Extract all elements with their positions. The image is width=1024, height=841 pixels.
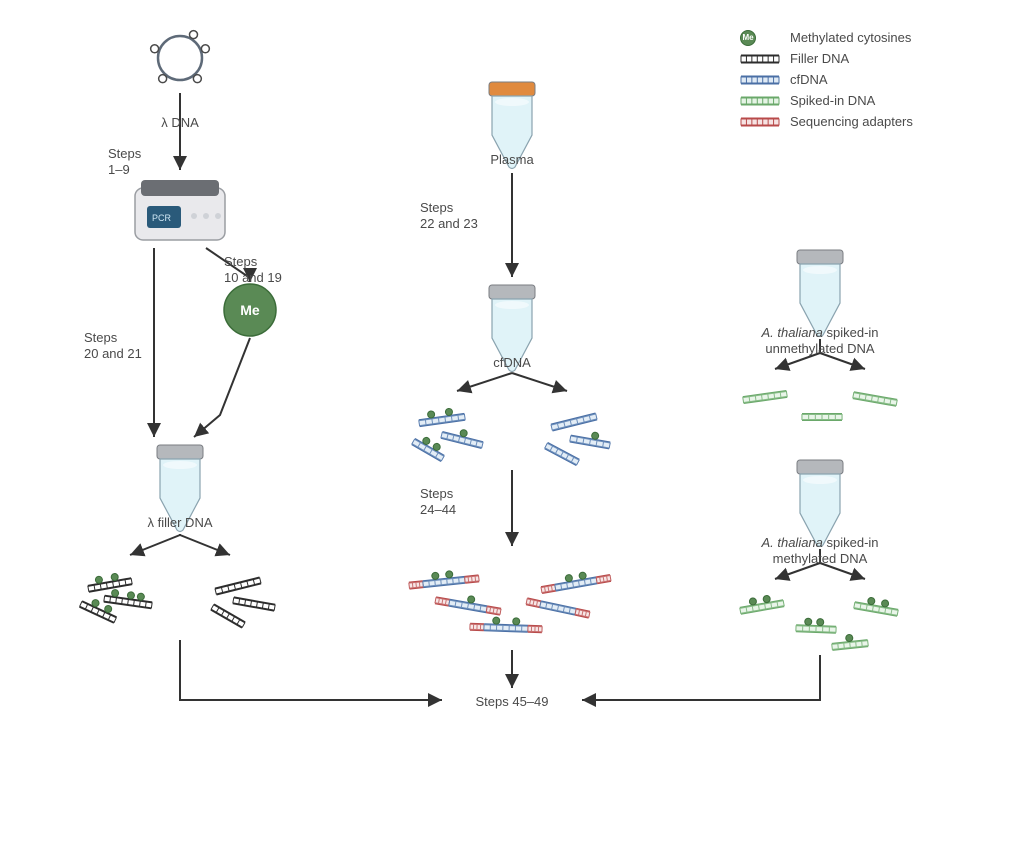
tube-at-unmeth: [797, 250, 843, 337]
legend-text-filler: Filler DNA: [790, 51, 849, 66]
me-circle-icon: Me: [224, 284, 276, 336]
lambda-fragments: [80, 571, 276, 628]
cfdna-fragments: [412, 406, 612, 465]
legend-swatch-filler: [740, 52, 780, 66]
pcr-machine-icon: PCR: [135, 180, 225, 240]
legend-text-adapter: Sequencing adapters: [790, 114, 913, 129]
label-plasma: Plasma: [490, 152, 533, 168]
label-steps-20-21: Steps20 and 21: [84, 330, 142, 363]
adapter-fragments: [408, 568, 611, 633]
arrow-lambda-split-r: [180, 535, 230, 555]
legend-swatch-cfdna: [740, 73, 780, 87]
legend-swatch-adapter: [740, 115, 780, 129]
legend-text-cfdna: cfDNA: [790, 72, 828, 87]
at-meth-fragments: [739, 593, 900, 650]
label-lambda-filler: λ filler DNA: [147, 515, 212, 531]
arrow-cf-split-r: [512, 373, 567, 391]
legend-text-me: Methylated cytosines: [790, 30, 911, 45]
legend-row-filler: Filler DNA: [740, 51, 913, 66]
label-steps-1-9: Steps1–9: [108, 146, 141, 179]
arrow-cf-split-l: [457, 373, 512, 391]
label-steps-24-44: Steps24–44: [420, 486, 456, 519]
legend-swatch-spiked: [740, 94, 780, 108]
arrow-lambda-to-45: [180, 640, 442, 700]
label-cfdna: cfDNA: [493, 355, 531, 371]
legend-swatch-me: Me: [740, 31, 780, 45]
legend-row-adapter: Sequencing adapters: [740, 114, 913, 129]
at-unmeth-fragments: [743, 391, 897, 420]
tube-at-meth: [797, 460, 843, 547]
arrow-lambda-split-l: [130, 535, 180, 555]
label-steps-10-19: Steps10 and 19: [224, 254, 282, 287]
svg-text:Me: Me: [240, 302, 260, 318]
svg-text:PCR: PCR: [152, 213, 172, 223]
label-steps-45-49: Steps 45–49: [475, 694, 548, 710]
label-steps-22-23: Steps22 and 23: [420, 200, 478, 233]
label-at-unmeth: A. thaliana spiked-inunmethylated DNA: [761, 325, 878, 358]
arrow-at-to-45: [582, 655, 820, 700]
legend-row-me: Me Methylated cytosines: [740, 30, 913, 45]
legend: Me Methylated cytosines Filler DNA cfDNA Spi…: [740, 30, 913, 135]
legend-text-spiked: Spiked-in DNA: [790, 93, 875, 108]
label-at-meth: A. thaliana spiked-inmethylated DNA: [761, 535, 878, 568]
label-lambda: λ DNA: [161, 115, 199, 131]
arrow-me-to-tube: [194, 338, 250, 437]
legend-row-spiked: Spiked-in DNA: [740, 93, 913, 108]
plasmid-icon: [151, 31, 210, 83]
legend-row-cfdna: cfDNA: [740, 72, 913, 87]
